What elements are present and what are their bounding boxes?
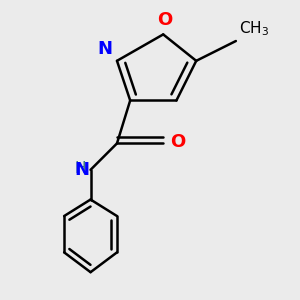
Text: CH$_3$: CH$_3$ bbox=[239, 19, 269, 38]
Text: N: N bbox=[74, 161, 89, 179]
Text: H: H bbox=[74, 161, 85, 176]
Text: O: O bbox=[157, 11, 172, 29]
Text: O: O bbox=[170, 133, 185, 151]
Text: N: N bbox=[97, 40, 112, 58]
